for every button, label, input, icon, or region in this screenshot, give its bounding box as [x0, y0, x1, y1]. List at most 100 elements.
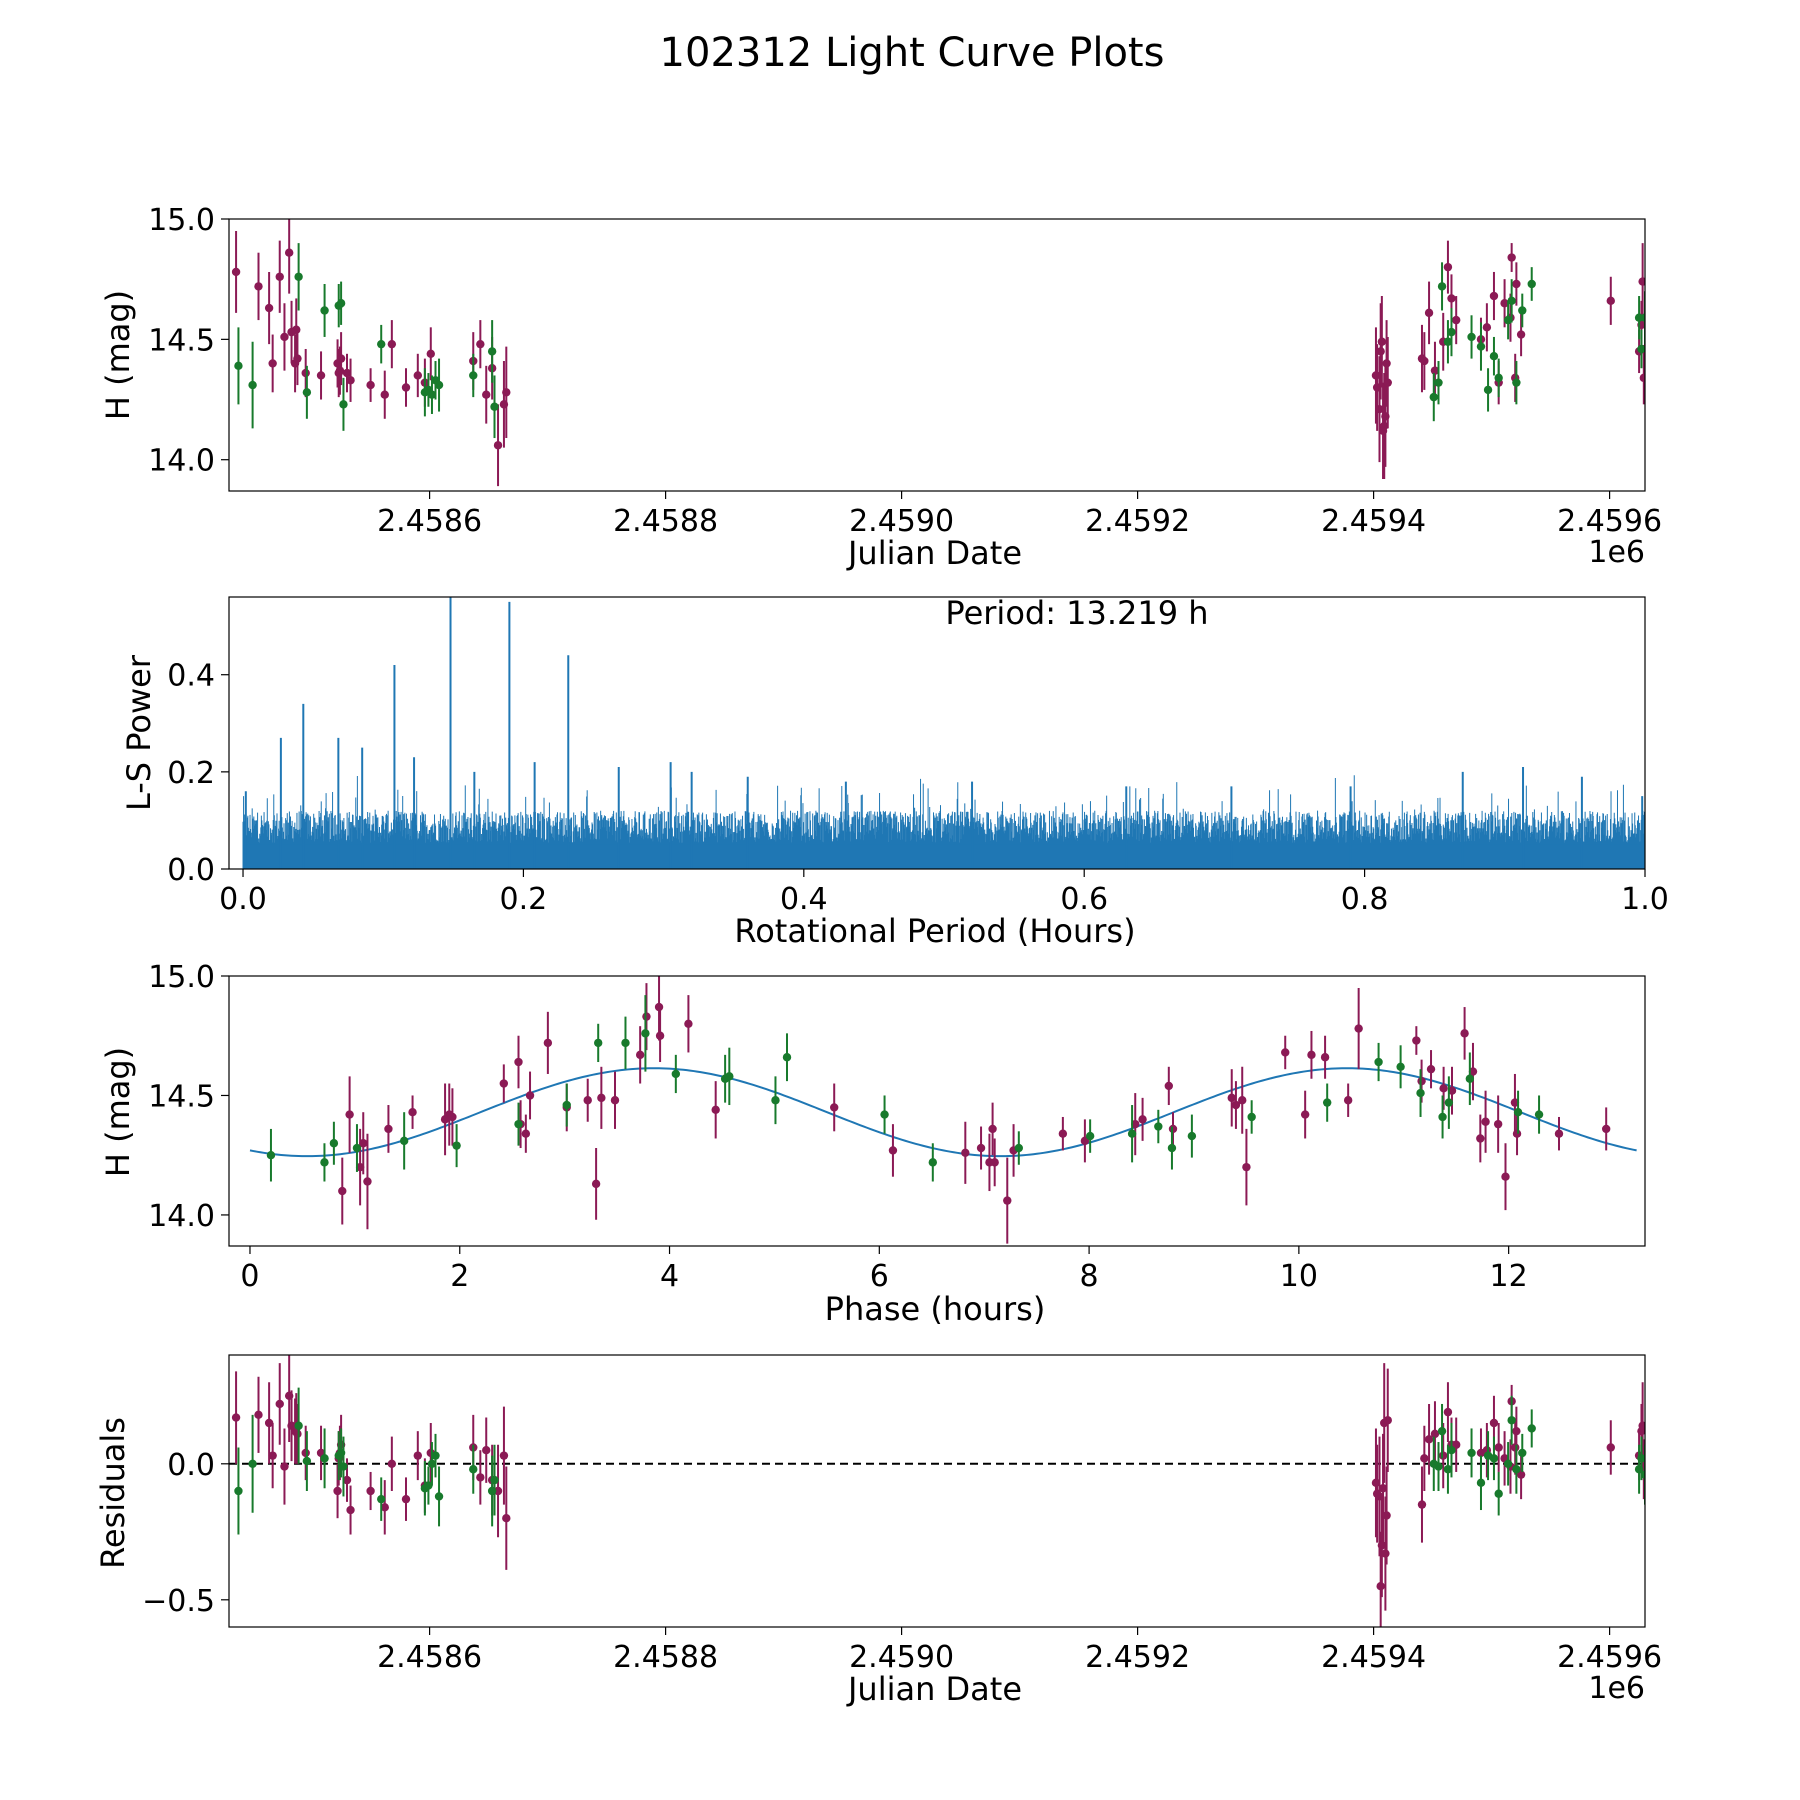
data-point — [1187, 1131, 1197, 1141]
residuals-x-tick-label: 2.4590 — [849, 1640, 954, 1675]
data-point — [1168, 1124, 1178, 1134]
phased-series-filter-1 — [338, 976, 1611, 1244]
data-point — [771, 1096, 780, 1105]
data-point — [380, 1503, 389, 1512]
data-point — [301, 1448, 310, 1458]
data-point — [1382, 1511, 1391, 1520]
periodogram-frame — [228, 596, 1646, 870]
data-point — [961, 1148, 970, 1158]
data-point — [401, 1494, 411, 1504]
data-point — [234, 1486, 243, 1496]
data-point — [1383, 1416, 1392, 1425]
data-point — [336, 354, 346, 363]
data-point — [1494, 373, 1503, 383]
data-point — [1003, 1196, 1012, 1205]
data-point — [514, 1057, 523, 1067]
data-point — [1167, 1143, 1177, 1153]
data-point — [1131, 1119, 1140, 1129]
residuals-x-tick-label: 2.4586 — [377, 1640, 482, 1675]
data-point — [1420, 356, 1429, 366]
residuals-y-tick-label: 0.0 — [167, 1448, 215, 1483]
periodogram-x-label: Rotational Period (Hours) — [734, 912, 1135, 950]
data-point — [1424, 1435, 1434, 1444]
data-point — [264, 1418, 274, 1428]
data-point — [521, 1129, 531, 1138]
data-point — [1447, 1446, 1456, 1455]
lightcurve-x-tick-label: 2.4590 — [849, 504, 954, 539]
residuals-x-tick-label: 2.4588 — [613, 1640, 718, 1675]
data-point — [342, 368, 352, 378]
data-point — [1138, 1115, 1147, 1124]
data-point — [427, 1459, 437, 1469]
data-point — [1383, 378, 1392, 387]
data-point — [1638, 1421, 1645, 1430]
residuals-x-ticks: 2.4586 2.4588 2.4590 2.4592 2.4594 2.4596 — [377, 1627, 1662, 1675]
data-point — [302, 1456, 312, 1466]
data-point — [448, 1112, 457, 1122]
data-point — [1507, 253, 1516, 262]
lightcurve-x-ticks: 2.4586 2.4588 2.4590 2.4592 2.4594 2.4596 — [377, 491, 1662, 539]
data-point — [1518, 1448, 1527, 1458]
data-point — [1482, 323, 1492, 332]
residuals-x-tick-label: 2.4596 — [1557, 1640, 1662, 1675]
data-point — [1634, 313, 1644, 322]
residuals-plot-area — [229, 1355, 1645, 1627]
data-point — [1638, 277, 1645, 286]
data-point — [1494, 1443, 1503, 1452]
data-point — [413, 371, 422, 380]
phased-data-layer — [249, 976, 1637, 1244]
data-point — [499, 1451, 509, 1460]
data-point — [346, 376, 355, 385]
data-point — [1467, 1448, 1476, 1458]
residuals-x-label: Julian Date — [846, 1670, 1022, 1708]
data-point — [333, 1486, 342, 1496]
phased-x-label: Phase (hours) — [825, 1290, 1046, 1328]
data-point — [1483, 385, 1493, 395]
data-point — [377, 339, 386, 349]
data-point — [1476, 342, 1486, 351]
residuals-y-label: Residuals — [94, 1417, 132, 1569]
residuals-series-filter-2 — [234, 1387, 1645, 1535]
data-point — [476, 339, 485, 349]
data-point — [610, 1096, 620, 1105]
phased-x-tick-label: 6 — [870, 1259, 889, 1294]
data-point — [1247, 1112, 1256, 1122]
lightcurve-series-filter-2 — [234, 243, 1645, 439]
data-point — [1501, 1172, 1510, 1181]
data-point — [1447, 327, 1456, 337]
data-point — [1493, 1119, 1503, 1129]
data-point — [1417, 1076, 1426, 1086]
data-point — [487, 347, 497, 356]
data-point — [1307, 1050, 1316, 1060]
data-point — [294, 272, 303, 281]
phased-plot-area — [249, 976, 1637, 1244]
data-point — [1085, 1131, 1095, 1141]
data-point — [1489, 1454, 1499, 1463]
data-point — [387, 339, 397, 349]
data-point — [292, 325, 301, 334]
data-point — [525, 1091, 535, 1100]
data-point — [1513, 1107, 1523, 1117]
figure-title: 102312 Light Curve Plots — [660, 30, 1165, 76]
data-point — [1512, 1129, 1522, 1138]
data-point — [384, 1124, 393, 1134]
data-point — [380, 390, 389, 399]
data-point — [248, 1459, 257, 1469]
data-point — [248, 380, 257, 390]
phased-panel: 0 2 4 6 8 10 12 14.0 14.5 15.0 Phase (hours) H (… — [99, 960, 1646, 1328]
lightcurve-y-label: H (mag) — [99, 290, 137, 420]
data-point — [1231, 1100, 1241, 1110]
data-point — [401, 383, 411, 392]
data-point — [1154, 1122, 1163, 1131]
data-point — [1443, 262, 1453, 272]
data-point — [1606, 296, 1615, 306]
data-point — [1507, 1416, 1516, 1425]
data-point — [301, 368, 310, 378]
data-point — [1489, 1418, 1499, 1428]
periodogram-x-tick-label: 0.8 — [1341, 882, 1389, 917]
lightcurve-y-ticks: 14.0 14.5 15.0 — [148, 203, 229, 479]
data-point — [1601, 1124, 1611, 1134]
data-point — [671, 1069, 681, 1079]
data-point — [988, 1124, 997, 1134]
